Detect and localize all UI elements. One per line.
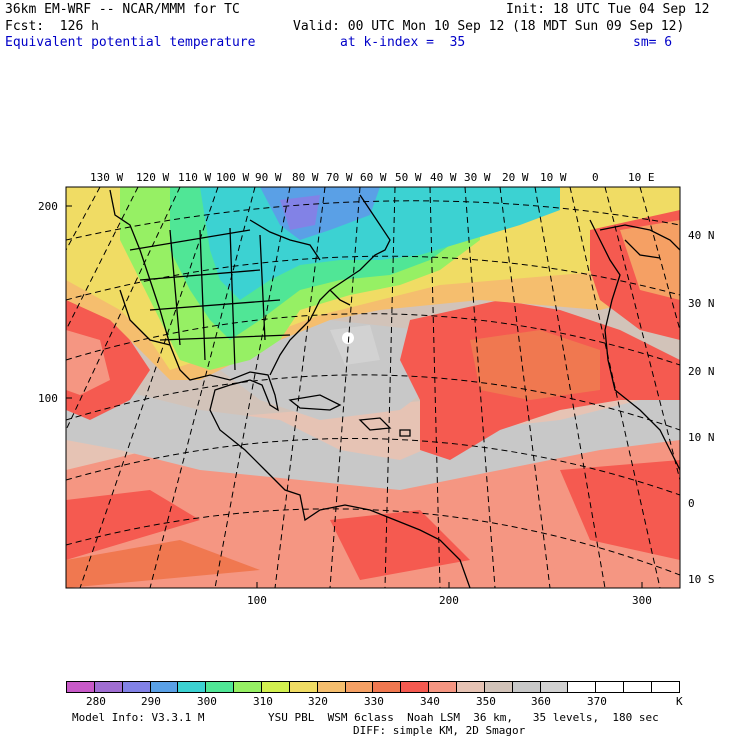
model-title: 36km EM-WRF -- NCAR/MMM for TC — [5, 2, 240, 17]
lon-label: 90 W — [255, 171, 282, 184]
colorbar-swatch — [568, 682, 597, 692]
physics-info: YSU PBL WSM 6class Noah LSM 36 km, 35 le… — [268, 711, 659, 724]
colorbar-label: 360 — [531, 695, 551, 708]
colorbar-swatch — [178, 682, 207, 692]
right-labels: 40 N 30 N 20 N 10 N 0 10 S — [688, 229, 715, 586]
colorbar-swatch — [401, 682, 430, 692]
lat-label: 20 N — [688, 365, 715, 378]
top-labels: 130 W 120 W 110 W 100 W 90 W 80 W 70 W 6… — [90, 171, 655, 184]
colorbar-swatch — [206, 682, 235, 692]
grid-label: 300 — [632, 594, 652, 607]
lat-label: 40 N — [688, 229, 715, 242]
map-frame — [65, 186, 681, 589]
colorbar-swatch — [457, 682, 485, 692]
level-index: at k-index = 35 — [340, 35, 466, 50]
colorbar-swatch — [122, 682, 151, 692]
colorbar-swatch — [262, 682, 290, 692]
colorbar-swatch — [512, 682, 541, 692]
colorbar-label: 300 — [197, 695, 217, 708]
colorbar-label: 280 — [86, 695, 106, 708]
bottom-labels: 100 200 300 — [247, 594, 652, 607]
lon-label: 40 W — [430, 171, 457, 184]
init-time: Init: 18 UTC Tue 04 Sep 12 — [506, 2, 710, 17]
colorbar-label: 310 — [253, 695, 273, 708]
colorbar-swatch — [317, 682, 346, 692]
lon-label: 80 W — [292, 171, 319, 184]
colorbar-swatch — [94, 682, 123, 692]
colorbar-label: 320 — [308, 695, 328, 708]
grid-label: 100 — [247, 594, 267, 607]
colorbar-swatch — [429, 682, 458, 692]
smoothing: sm= 6 — [633, 35, 673, 50]
grid-label: 200 — [38, 200, 58, 213]
axis-ticks — [66, 205, 643, 588]
colorbar-swatch — [373, 682, 402, 692]
colorbar-swatch — [234, 682, 263, 692]
field-name: Equivalent potential temperature — [5, 35, 256, 50]
colorbar-swatch — [67, 682, 95, 692]
lon-label: 30 W — [464, 171, 491, 184]
colorbar-label: 350 — [476, 695, 496, 708]
colorbar-label: 290 — [141, 695, 161, 708]
colorbar — [66, 681, 680, 693]
lon-label: 50 W — [395, 171, 422, 184]
lat-label: 10 N — [688, 431, 715, 444]
valid-time: Valid: 00 UTC Mon 10 Sep 12 (18 MDT Sun … — [293, 19, 685, 34]
grid-label: 100 — [38, 392, 58, 405]
lon-label: 120 W — [136, 171, 169, 184]
lat-label: 10 S — [688, 573, 715, 586]
colorbar-swatch — [484, 682, 513, 692]
lon-label: 20 W — [502, 171, 529, 184]
colorbar-swatch — [345, 682, 374, 692]
colorbar-swatch — [540, 682, 569, 692]
colorbar-labels: 280 290 300 310 320 330 340 350 360 370 … — [86, 695, 683, 708]
lon-label: 100 W — [216, 171, 249, 184]
left-labels: 200 100 — [38, 200, 58, 405]
lon-label: 110 W — [178, 171, 211, 184]
colorbar-swatch — [596, 682, 625, 692]
lat-label: 0 — [688, 497, 695, 510]
forecast-hour: Fcst: 126 h — [5, 19, 99, 34]
lon-label: 60 W — [360, 171, 387, 184]
colorbar-swatch — [652, 682, 679, 692]
colorbar-swatch — [624, 682, 653, 692]
lon-label: 130 W — [90, 171, 123, 184]
graticule — [66, 187, 680, 588]
colorbar-unit: K — [676, 695, 683, 708]
colorbar-swatch — [289, 682, 318, 692]
model-info: Model Info: V3.3.1 M — [72, 711, 205, 724]
map-panel — [66, 187, 680, 588]
coastlines — [109, 189, 680, 588]
grid-label: 200 — [439, 594, 459, 607]
lon-label: 10 W — [540, 171, 567, 184]
colorbar-swatch — [150, 682, 179, 692]
lat-label: 30 N — [688, 297, 715, 310]
lon-label: 70 W — [326, 171, 353, 184]
colorbar-label: 340 — [420, 695, 440, 708]
lon-label: 0 — [592, 171, 599, 184]
colorbar-label: 330 — [364, 695, 384, 708]
diffusion-info: DIFF: simple KM, 2D Smagor — [353, 724, 526, 737]
lon-label: 10 E — [628, 171, 655, 184]
colorbar-label: 370 — [587, 695, 607, 708]
